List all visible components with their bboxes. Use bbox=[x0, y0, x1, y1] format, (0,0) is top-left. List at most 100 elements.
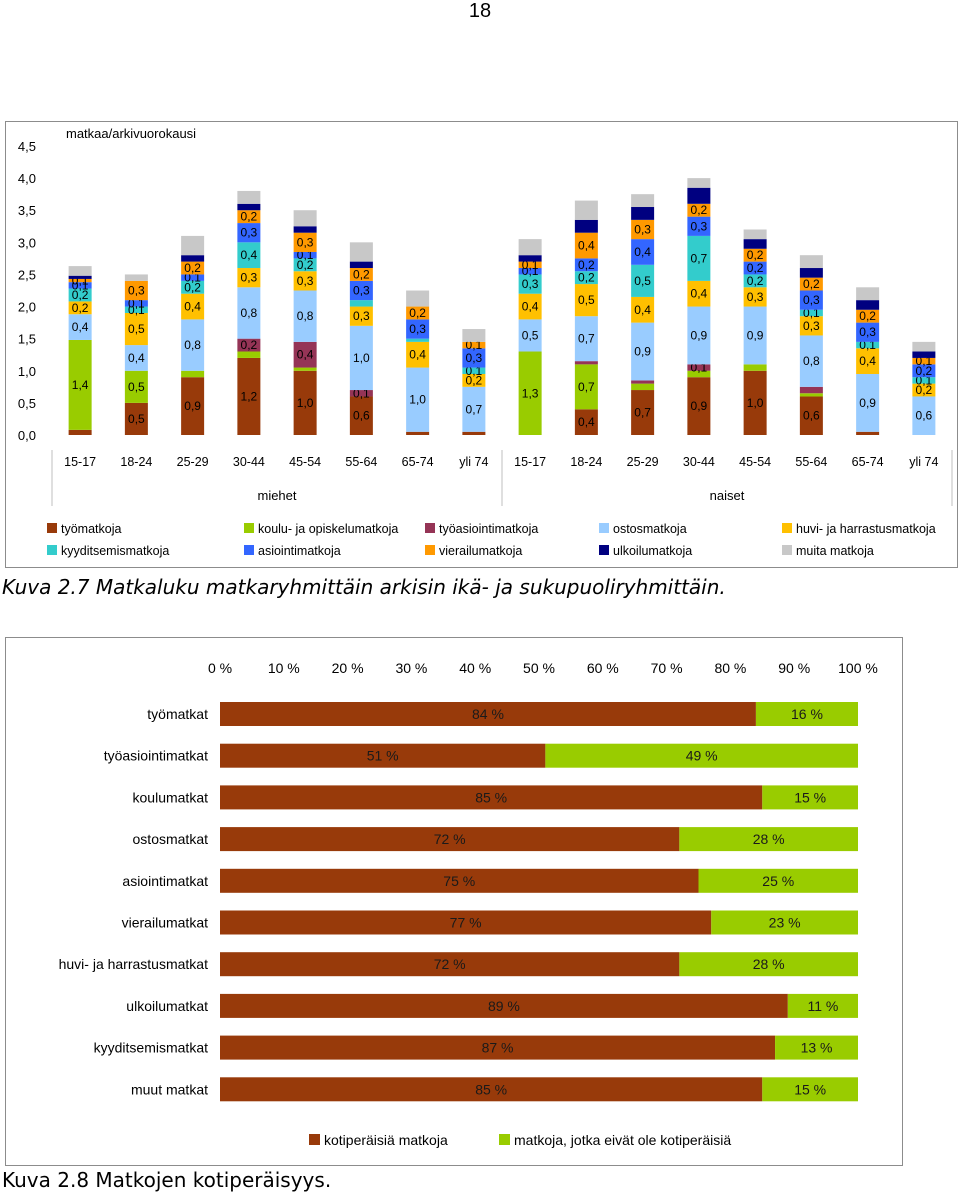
y-category-label: ostosmatkat bbox=[133, 831, 209, 847]
bar-segment bbox=[574, 232, 598, 259]
x-tick-label: 100 % bbox=[838, 660, 878, 676]
bar-segment bbox=[687, 216, 711, 236]
bar-segment bbox=[462, 373, 486, 387]
data-label: 0,2 bbox=[72, 288, 89, 302]
bar-segment bbox=[68, 275, 92, 279]
data-label: 23 % bbox=[769, 915, 801, 931]
bar-segment bbox=[631, 322, 655, 381]
data-label: 0,2 bbox=[578, 258, 595, 272]
bar-segment bbox=[349, 261, 373, 269]
data-label: 0,2 bbox=[747, 274, 764, 288]
y-category-label: ulkoilumatkat bbox=[126, 998, 208, 1014]
data-label: 0,9 bbox=[634, 345, 651, 359]
bar-segment bbox=[181, 235, 205, 256]
data-label: 0,9 bbox=[859, 396, 876, 410]
bar-segment bbox=[631, 264, 655, 297]
figure-2-7-caption: Kuva 2.7 Matkaluku matkaryhmittäin arkis… bbox=[2, 575, 726, 599]
data-label: 0,3 bbox=[803, 319, 820, 333]
bar-segment bbox=[349, 280, 373, 301]
bar-segment bbox=[799, 268, 823, 278]
bar-segment bbox=[743, 370, 767, 435]
data-label: 0,4 bbox=[859, 354, 876, 368]
bar-segment bbox=[799, 386, 823, 394]
data-label: 89 % bbox=[488, 998, 520, 1014]
x-tick-label: 0 % bbox=[208, 660, 232, 676]
bar-segment bbox=[124, 345, 148, 371]
bar-segment bbox=[406, 319, 430, 339]
bar-segment bbox=[406, 290, 430, 307]
data-label: 0,3 bbox=[747, 290, 764, 304]
data-label: 0,5 bbox=[578, 293, 595, 307]
y-tick-label: 2,0 bbox=[18, 300, 36, 315]
x-tick-label: 18-24 bbox=[570, 455, 602, 469]
x-tick-label: yli 74 bbox=[459, 455, 488, 469]
data-label: 0,4 bbox=[522, 300, 539, 314]
x-tick-label: 30-44 bbox=[233, 455, 265, 469]
bar-segment bbox=[293, 341, 317, 368]
bar-segment bbox=[181, 370, 205, 378]
bar-segment bbox=[856, 322, 880, 342]
bar-segment bbox=[787, 993, 858, 1018]
bar-segment bbox=[856, 348, 880, 374]
legend-label: kyyditsemismatkoja bbox=[61, 544, 169, 558]
trip-rate-chart: 0,0 0,5 1,0 1,5 2,0 2,5 3,0 3,5 4,0 4,5 matkaa/ark… bbox=[5, 121, 958, 568]
y-tick-label: 3,5 bbox=[18, 203, 36, 218]
bar-segment bbox=[687, 187, 711, 204]
data-label: 85 % bbox=[475, 1081, 507, 1097]
bar-segment bbox=[462, 367, 486, 374]
bar-segment bbox=[406, 341, 430, 368]
data-label: 49 % bbox=[686, 748, 718, 764]
x-tick-label: yli 74 bbox=[909, 455, 938, 469]
bar-segment bbox=[124, 274, 148, 281]
group-label: miehet bbox=[257, 488, 296, 503]
data-label: 0,9 bbox=[747, 328, 764, 342]
bar-segment bbox=[124, 402, 148, 435]
bar-segment bbox=[237, 287, 261, 339]
data-label: 0,2 bbox=[184, 261, 201, 275]
x-tick-label: 45-54 bbox=[289, 455, 321, 469]
bar-segment bbox=[679, 827, 858, 852]
data-label: 0,3 bbox=[803, 293, 820, 307]
bar-segment bbox=[220, 952, 680, 977]
bar-segment bbox=[799, 277, 823, 291]
y-category-label: kyyditsemismatkat bbox=[94, 1040, 208, 1056]
bar-segment bbox=[349, 306, 373, 326]
data-label: 0,8 bbox=[184, 338, 201, 352]
y-tick-label: 1,5 bbox=[18, 332, 36, 347]
bar-segment bbox=[545, 743, 858, 768]
bar-segment bbox=[406, 367, 430, 432]
data-label: 0,4 bbox=[297, 348, 314, 362]
bar-segment bbox=[68, 288, 92, 302]
y-category-label: koulumatkat bbox=[133, 789, 209, 805]
legend-label: ostosmatkoja bbox=[613, 522, 687, 536]
bar-segment bbox=[856, 287, 880, 301]
bar-segment bbox=[762, 1077, 858, 1102]
data-label: 0,2 bbox=[747, 261, 764, 275]
page-number: 18 bbox=[468, 0, 492, 22]
bar-segment bbox=[237, 357, 261, 435]
bar-segment bbox=[68, 429, 92, 435]
data-label: 77 % bbox=[450, 915, 482, 931]
bar-segment bbox=[124, 370, 148, 403]
bar-segment bbox=[518, 293, 542, 320]
bar-segment bbox=[574, 200, 598, 220]
bar-segment bbox=[775, 1035, 858, 1060]
y-tick-label: 0,0 bbox=[18, 428, 36, 443]
y-tick-label: 2,5 bbox=[18, 267, 36, 282]
x-tick-label: 65-74 bbox=[852, 455, 884, 469]
bar-segment bbox=[181, 280, 205, 294]
x-tick-label: 50 % bbox=[523, 660, 555, 676]
bar-segment bbox=[799, 316, 823, 336]
bar-segment bbox=[462, 329, 486, 342]
data-label: 1,2 bbox=[241, 389, 258, 403]
bar-segment bbox=[631, 239, 655, 265]
bar-segment bbox=[856, 300, 880, 310]
bar-segment bbox=[518, 351, 542, 435]
bar-segment bbox=[293, 258, 317, 272]
data-label: 0,9 bbox=[691, 328, 708, 342]
bar-segment bbox=[237, 190, 261, 204]
legend-swatch bbox=[244, 545, 254, 555]
bar-segment bbox=[762, 785, 858, 810]
bar-segment bbox=[631, 194, 655, 208]
bar-segment bbox=[743, 306, 767, 365]
